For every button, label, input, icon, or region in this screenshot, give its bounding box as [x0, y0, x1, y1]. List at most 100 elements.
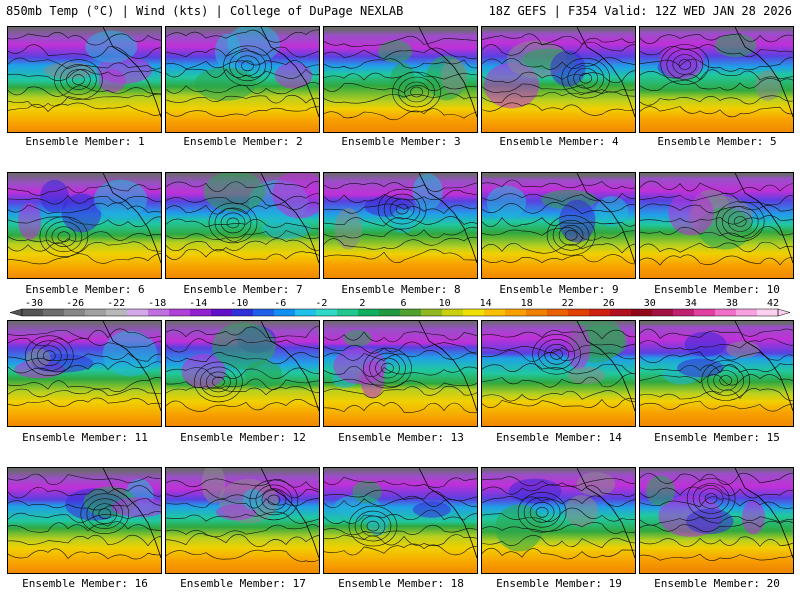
colorbar-tick-label: 30: [644, 298, 656, 309]
ensemble-member-map: [165, 172, 320, 279]
colorbar-tick-label: 18: [521, 298, 533, 309]
colorbar-segment: [106, 309, 128, 316]
temperature-field: [8, 173, 161, 278]
temperature-field: [482, 321, 635, 426]
colorbar-tick-label: 34: [685, 298, 697, 309]
colorbar-segment: [253, 309, 275, 316]
ensemble-member-map: [323, 26, 478, 133]
temperature-field: [324, 468, 477, 573]
colorbar-tick-label: 6: [400, 298, 406, 309]
colorbar-segment: [127, 309, 149, 316]
colorbar-segment: [568, 309, 590, 316]
ensemble-member-label: Ensemble Member: 18: [338, 577, 464, 590]
map-header: 850mb Temp (°C) | Wind (kts) | College o…: [0, 0, 800, 22]
temperature-field: [8, 321, 161, 426]
colorbar-segment: [526, 309, 548, 316]
ensemble-member-map: [7, 26, 162, 133]
temperature-field: [482, 27, 635, 132]
colorbar-tick-label: -6: [274, 298, 286, 309]
ensemble-member-map: [7, 467, 162, 574]
colorbar-segment: [505, 309, 527, 316]
temperature-field: [8, 468, 161, 573]
ensemble-member-label: Ensemble Member: 19: [496, 577, 622, 590]
ensemble-member-map: [481, 172, 636, 279]
ensemble-member-label: Ensemble Member: 14: [496, 431, 622, 444]
colorbar-segment: [358, 309, 380, 316]
colorbar-tick-label: -30: [25, 298, 43, 309]
colorbar-segment: [547, 309, 569, 316]
temperature-field: [166, 321, 319, 426]
ensemble-member-label: Ensemble Member: 12: [180, 431, 306, 444]
ensemble-member-map: [165, 467, 320, 574]
ensemble-member-label: Ensemble Member: 4: [499, 135, 619, 148]
ensemble-member-label: Ensemble Member: 2: [183, 135, 303, 148]
colorbar-tick-label: 10: [439, 298, 451, 309]
colorbar-segment: [652, 309, 674, 316]
colorbar-tick-label: -2: [315, 298, 327, 309]
colorbar-segment: [589, 309, 611, 316]
ensemble-member-label: Ensemble Member: 10: [654, 283, 780, 296]
temperature-field: [640, 173, 793, 278]
ensemble-member-label: Ensemble Member: 15: [654, 431, 780, 444]
ensemble-member-map: [639, 320, 794, 427]
colorbar-tick-label: 42: [767, 298, 779, 309]
ensemble-member-label: Ensemble Member: 7: [183, 283, 303, 296]
run-valid-time: 18Z GEFS | F354 Valid: 12Z WED JAN 28 20…: [488, 4, 792, 18]
colorbar-segment: [148, 309, 170, 316]
colorbar-segment: [694, 309, 716, 316]
colorbar-segment: [484, 309, 506, 316]
colorbar-tick-label: 22: [562, 298, 574, 309]
colorbar-min-arrow: [9, 308, 23, 317]
ensemble-member-label: Ensemble Member: 8: [341, 283, 461, 296]
temperature-field: [324, 27, 477, 132]
colorbar-outline: [21, 308, 779, 317]
temperature-field: [166, 27, 319, 132]
ensemble-member-label: Ensemble Member: 16: [22, 577, 148, 590]
colorbar-segment: [211, 309, 233, 316]
colorbar-tick-label: -18: [148, 298, 166, 309]
temperature-field: [324, 321, 477, 426]
ensemble-member-label: Ensemble Member: 5: [657, 135, 777, 148]
colorbar-tick-label: -10: [230, 298, 248, 309]
temperature-field: [166, 173, 319, 278]
ensemble-member-label: Ensemble Member: 6: [25, 283, 145, 296]
temperature-field: [640, 27, 793, 132]
colorbar-segment: [169, 309, 191, 316]
temperature-field: [640, 321, 793, 426]
ensemble-member-label: Ensemble Member: 3: [341, 135, 461, 148]
ensemble-member-map: [639, 172, 794, 279]
colorbar-segment: [43, 309, 65, 316]
colorbar-segment: [316, 309, 338, 316]
colorbar-segment: [22, 309, 44, 316]
colorbar-tick-label: 38: [726, 298, 738, 309]
temperature-colorbar: -30 -26 -22 -18 -14 -10 -6 -2 2 6 10 14 18 22 26 30 34 38…: [9, 298, 791, 317]
product-title: 850mb Temp (°C) | Wind (kts) | College o…: [6, 4, 404, 18]
ensemble-member-label: Ensemble Member: 11: [22, 431, 148, 444]
colorbar-tick-label: -26: [66, 298, 84, 309]
ensemble-member-label: Ensemble Member: 20: [654, 577, 780, 590]
colorbar-tick-label: 26: [603, 298, 615, 309]
colorbar-segment: [400, 309, 422, 316]
ensemble-member-map: [7, 172, 162, 279]
colorbar-segment: [379, 309, 401, 316]
colorbar-segment: [673, 309, 695, 316]
colorbar-segment: [295, 309, 317, 316]
ensemble-member-label: Ensemble Member: 17: [180, 577, 306, 590]
colorbar-segment: [190, 309, 212, 316]
ensemble-member-map: [165, 26, 320, 133]
colorbar-tick-label: -14: [189, 298, 207, 309]
colorbar-segment: [631, 309, 653, 316]
ensemble-member-map: [639, 26, 794, 133]
ensemble-member-label: Ensemble Member: 13: [338, 431, 464, 444]
colorbar-segment: [274, 309, 296, 316]
colorbar-tick-label: 14: [480, 298, 492, 309]
ensemble-member-map: [481, 26, 636, 133]
temperature-field: [166, 468, 319, 573]
temperature-field: [482, 468, 635, 573]
ensemble-member-map: [323, 467, 478, 574]
temperature-field: [324, 173, 477, 278]
ensemble-member-map: [7, 320, 162, 427]
temperature-field: [482, 173, 635, 278]
colorbar-segment: [715, 309, 737, 316]
ensemble-member-label: Ensemble Member: 1: [25, 135, 145, 148]
